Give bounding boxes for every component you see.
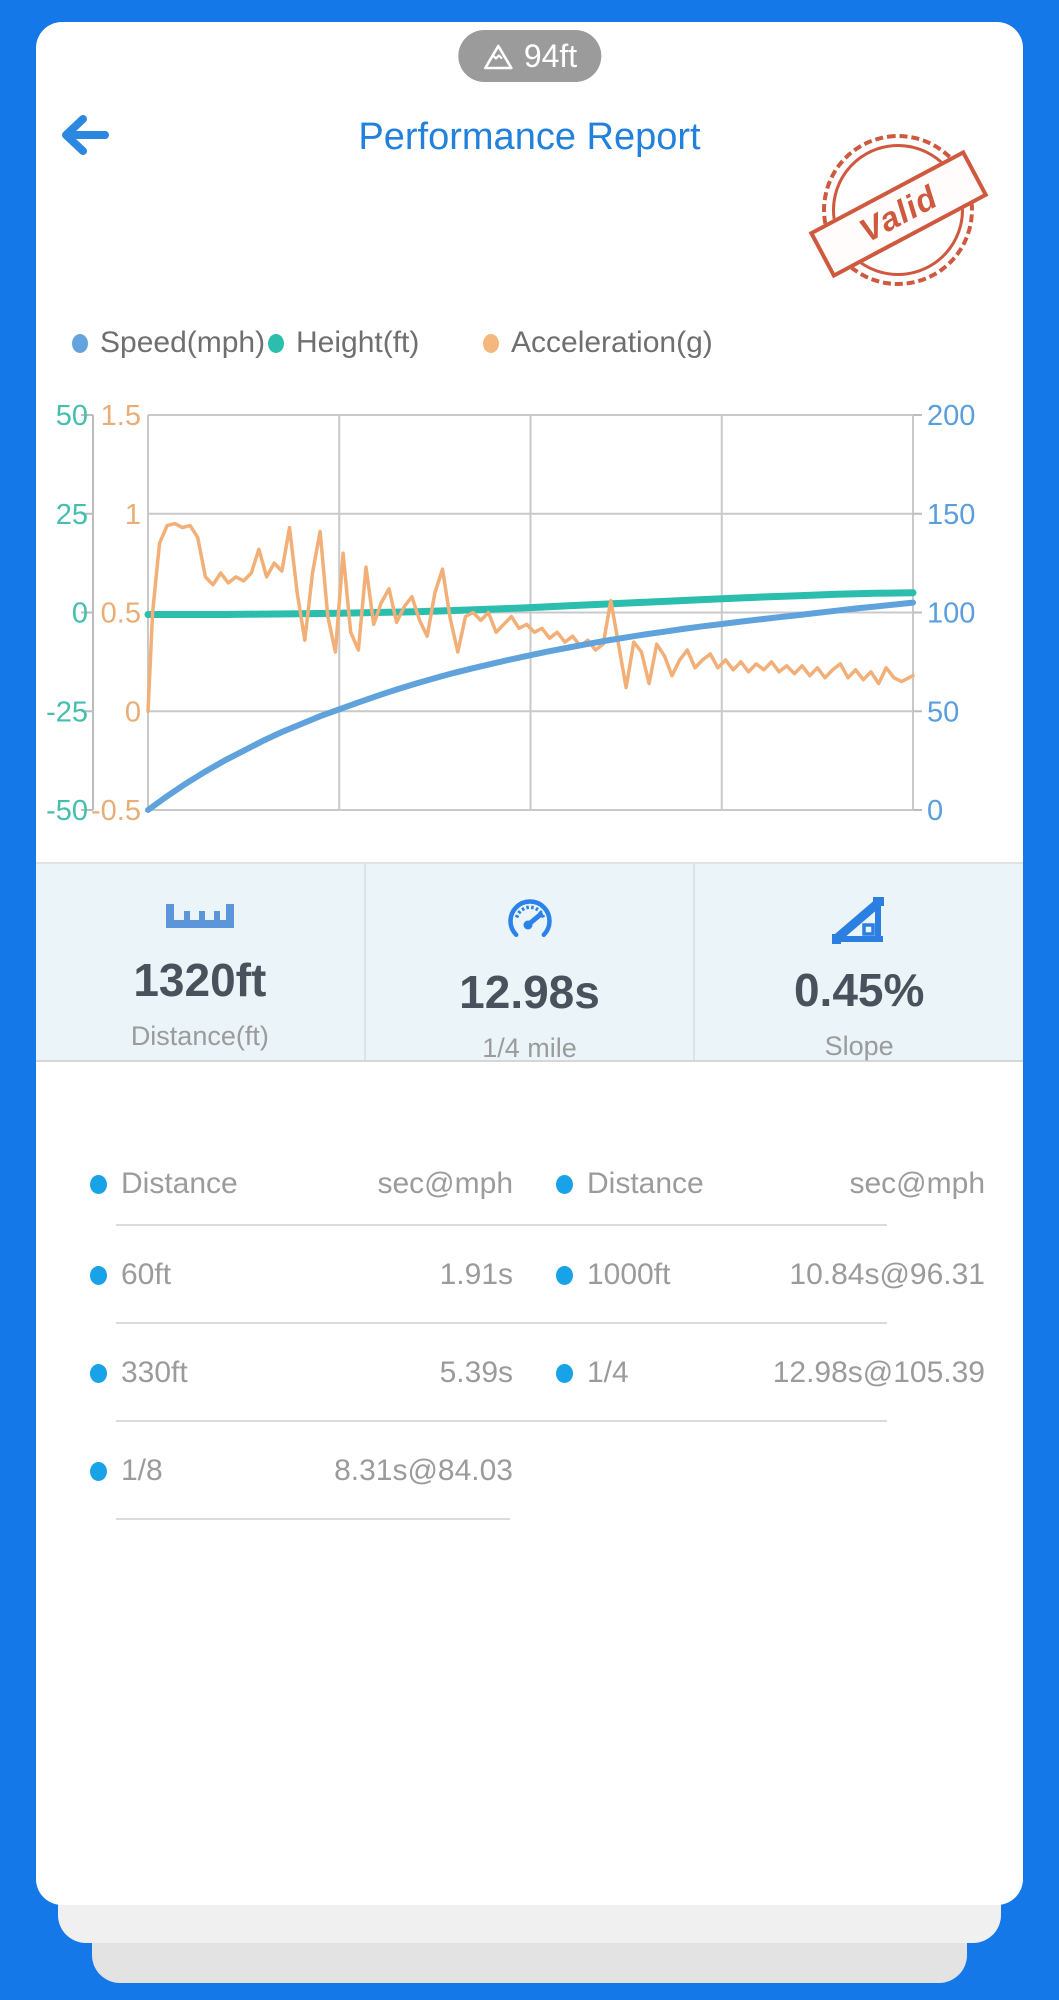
cell-value: 1.91s xyxy=(439,1258,513,1291)
stat-label: Slope xyxy=(824,1031,894,1061)
altitude-badge: 94ft xyxy=(457,30,602,82)
axis-tick-label: 25 xyxy=(56,499,88,531)
cell-value: sec@mph xyxy=(849,1167,986,1200)
table-cell-name: 1000ft xyxy=(556,1258,670,1292)
bullet-icon xyxy=(90,1174,107,1194)
stat-cell: 12.98s 1/4 mile xyxy=(363,864,694,1063)
series-acceleration-g- xyxy=(146,521,915,714)
bullet-icon xyxy=(90,1363,107,1383)
cell-label: 1/4 xyxy=(587,1356,629,1389)
results-table: Distance sec@mph Distance sec@mph 60ft 1.91s 1… xyxy=(90,1142,985,1520)
table-cell-name: 330ft xyxy=(90,1356,188,1390)
stat-cell: 0.45% Slope xyxy=(693,864,1023,1061)
table-cell-name: 1/8 xyxy=(90,1454,163,1488)
table-cell-name: Distance xyxy=(90,1167,238,1201)
table-cell: 330ft 5.39s xyxy=(90,1324,513,1422)
back-arrow-icon xyxy=(62,115,109,155)
row-divider xyxy=(116,1322,887,1324)
cell-value: 12.98s@105.39 xyxy=(772,1356,985,1389)
axis-tick-label: 0 xyxy=(927,795,943,827)
ruler-icon xyxy=(162,894,238,941)
axis-tick-label: 50 xyxy=(56,400,88,432)
legend-label: Speed(mph) xyxy=(100,326,266,359)
legend-dot-icon xyxy=(72,333,88,353)
bullet-icon xyxy=(90,1461,107,1481)
report-card: 94ft Performance Report Valid Speed(mph)… xyxy=(36,22,1023,1905)
stats-row: 1320ft Distance(ft) 12.98s 1/4 mile 0.45% Slo… xyxy=(36,862,1023,1063)
cell-label: 1000ft xyxy=(587,1258,671,1291)
table-row: Distance sec@mph Distance sec@mph xyxy=(90,1142,985,1226)
row-divider xyxy=(116,1518,510,1520)
chart-legend: Speed(mph) Height(ft) Acceleration(g) xyxy=(72,326,972,366)
axis-tick-label: 0 xyxy=(72,598,88,630)
cell-value: 10.84s@96.31 xyxy=(789,1258,985,1291)
legend-dot-icon xyxy=(268,333,284,353)
axis-tick-label: 1 xyxy=(125,499,141,531)
axis-tick-label: -0.5 xyxy=(91,795,141,827)
gauge-icon xyxy=(502,894,558,953)
table-cell xyxy=(556,1422,985,1520)
axis-tick-label: 50 xyxy=(927,696,959,728)
legend-item: Height(ft) xyxy=(268,326,419,360)
axis-tick-label: 1.5 xyxy=(101,400,141,432)
axis-tick-label: 200 xyxy=(927,400,975,432)
axis-tick-label: 0.5 xyxy=(101,598,141,630)
table-cell: 1/8 8.31s@84.03 xyxy=(90,1422,513,1520)
table-cell: 60ft 1.91s xyxy=(90,1226,513,1324)
series-height-ft- xyxy=(144,589,917,618)
stat-value: 1320ft xyxy=(133,954,267,1006)
table-row: 1/8 8.31s@84.03 xyxy=(90,1422,985,1520)
cell-label: Distance xyxy=(121,1167,238,1200)
row-divider xyxy=(116,1420,887,1422)
cell-value: sec@mph xyxy=(377,1167,514,1200)
cell-label: 330ft xyxy=(121,1356,188,1389)
legend-label: Height(ft) xyxy=(296,326,420,359)
altitude-value: 94ft xyxy=(523,37,578,74)
table-cell: 1/4 12.98s@105.39 xyxy=(556,1324,985,1422)
cell-label: Distance xyxy=(587,1167,704,1200)
table-row: 60ft 1.91s 1000ft 10.84s@96.31 xyxy=(90,1226,985,1324)
legend-dot-icon xyxy=(483,333,499,353)
stat-value: 12.98s xyxy=(459,966,600,1018)
axis-tick-label: -25 xyxy=(46,696,88,728)
slope-icon xyxy=(831,894,887,951)
valid-stamp: Valid xyxy=(808,124,989,296)
mountain-icon xyxy=(483,44,513,69)
axis-tick-label: 0 xyxy=(125,696,141,728)
table-cell: 1000ft 10.84s@96.31 xyxy=(556,1226,985,1324)
page-title: Performance Report xyxy=(358,116,701,158)
cell-label: 1/8 xyxy=(121,1454,163,1487)
performance-chart: 50 25 0 -25 -50 1.5 1 0.5 0 -0.5 200 150 100 50 0 xyxy=(46,400,975,827)
series-speed-mph- xyxy=(145,599,916,813)
axis-tick-label: -50 xyxy=(46,795,88,827)
table-cell-name: 60ft xyxy=(90,1258,171,1292)
table-cell: Distance sec@mph xyxy=(90,1142,513,1226)
cell-value: 8.31s@84.03 xyxy=(334,1454,513,1487)
stat-label: 1/4 mile xyxy=(482,1033,577,1063)
axis-tick-label: 100 xyxy=(927,598,975,630)
stat-cell: 1320ft Distance(ft) xyxy=(36,864,364,1060)
table-row: 330ft 5.39s 1/4 12.98s@105.39 xyxy=(90,1324,985,1422)
stat-label: Distance(ft) xyxy=(130,1021,269,1051)
back-button[interactable] xyxy=(56,110,112,162)
legend-label: Acceleration(g) xyxy=(511,326,713,359)
legend-item: Speed(mph) xyxy=(72,326,265,360)
bullet-icon xyxy=(556,1265,573,1285)
stat-value: 0.45% xyxy=(793,964,925,1016)
bullet-icon xyxy=(556,1363,573,1383)
table-cell-name: Distance xyxy=(556,1167,704,1201)
bullet-icon xyxy=(90,1265,107,1285)
legend-item: Acceleration(g) xyxy=(483,326,713,360)
bullet-icon xyxy=(556,1174,573,1194)
table-cell: Distance sec@mph xyxy=(556,1142,985,1226)
row-divider xyxy=(116,1224,887,1226)
axis-tick-label: 150 xyxy=(927,499,975,531)
cell-label: 60ft xyxy=(121,1258,172,1291)
table-cell-name: 1/4 xyxy=(556,1356,629,1390)
cell-value: 5.39s xyxy=(439,1356,513,1389)
